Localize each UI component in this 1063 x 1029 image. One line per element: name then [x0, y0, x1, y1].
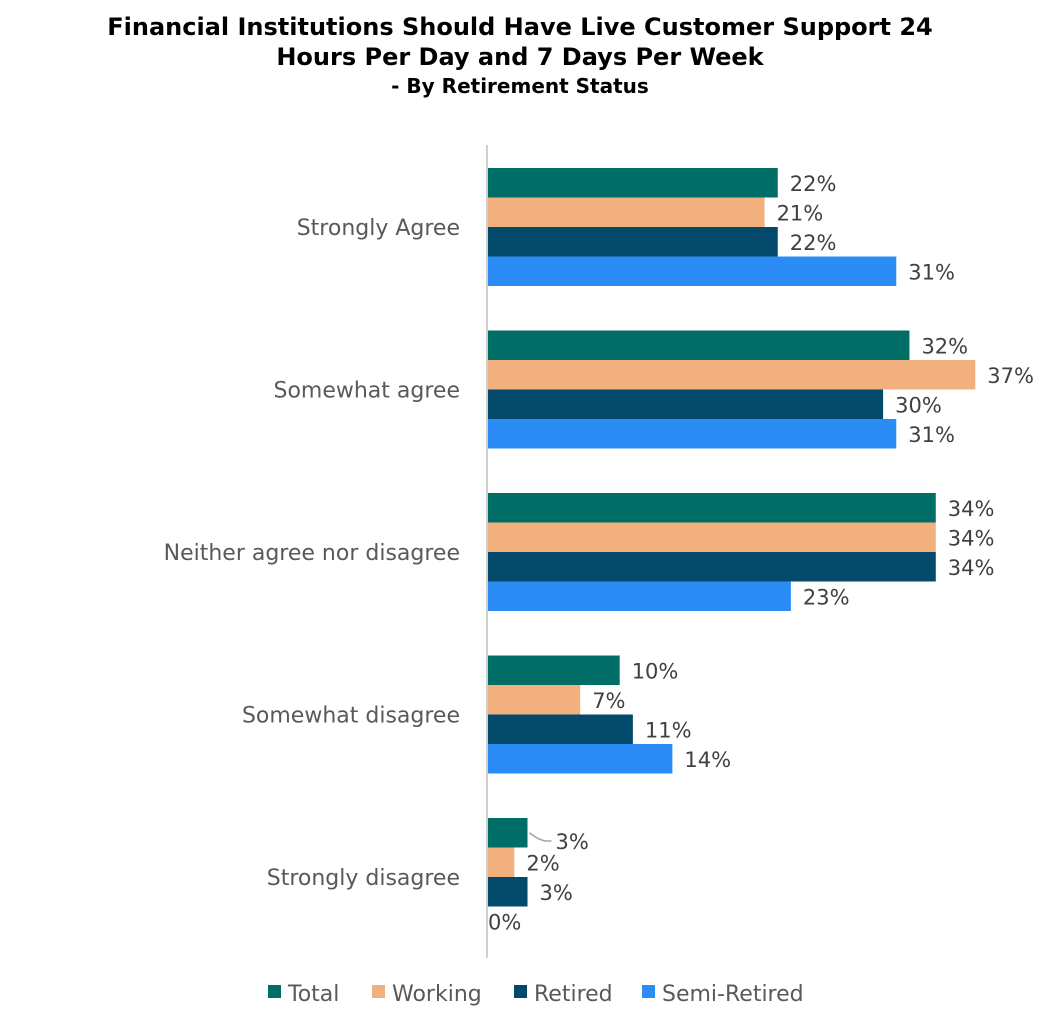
data-label: 34% — [948, 497, 995, 521]
bar-working — [488, 847, 515, 877]
chart-title-line-1: Financial Institutions Should Have Live … — [107, 13, 933, 41]
bar-retired — [488, 714, 633, 744]
legend-swatch — [268, 985, 281, 998]
data-label: 34% — [948, 556, 995, 580]
data-label: 31% — [908, 423, 955, 447]
bar-retired — [488, 389, 884, 419]
data-label: 11% — [645, 718, 692, 742]
data-label: 22% — [790, 231, 837, 255]
data-label: 31% — [908, 260, 955, 284]
data-label: 22% — [790, 172, 837, 196]
bars-layer — [486, 145, 976, 958]
data-label: 21% — [777, 201, 824, 225]
legend-swatch — [372, 985, 385, 998]
chart-title-line-2: Hours Per Day and 7 Days Per Week — [276, 43, 764, 71]
data-label: 14% — [684, 748, 731, 772]
leader-line — [529, 832, 552, 842]
category-label: Somewhat agree — [273, 379, 460, 404]
bar-working — [488, 197, 765, 227]
data-label: 3% — [540, 881, 573, 905]
data-label: 32% — [921, 334, 968, 358]
data-label: 10% — [632, 659, 679, 683]
data-label: 37% — [987, 364, 1034, 388]
bar-total — [488, 168, 778, 198]
legend-swatch — [642, 985, 655, 998]
category-label: Strongly Agree — [297, 216, 460, 241]
labels-layer: Strongly Agree 22% 21% 22% 31% Somewhat agree… — [164, 172, 1034, 935]
bar-total — [488, 330, 910, 360]
bar-semi-retired — [488, 581, 791, 611]
legend-label: Retired — [534, 982, 613, 1007]
bar-total — [488, 493, 936, 523]
bar-working — [488, 685, 581, 715]
data-label: 7% — [592, 689, 625, 713]
data-label: 2% — [526, 851, 559, 875]
data-label: 3% — [556, 830, 589, 854]
legend-label: Semi-Retired — [662, 982, 804, 1007]
legend-swatch — [514, 985, 527, 998]
bar-retired — [488, 877, 528, 907]
bar-retired — [488, 227, 778, 257]
bar-retired — [488, 552, 936, 582]
data-label: 30% — [895, 393, 942, 417]
category-label: Somewhat disagree — [242, 704, 460, 729]
category-label: Neither agree nor disagree — [164, 541, 460, 566]
bar-working — [488, 522, 936, 552]
bar-total — [488, 655, 620, 685]
legend: Total Working Retired Semi-Retired — [268, 982, 804, 1007]
bar-semi-retired — [488, 419, 897, 449]
category-label: Strongly disagree — [267, 866, 460, 891]
bar-semi-retired — [488, 744, 673, 774]
chart-title: Financial Institutions Should Have Live … — [0, 12, 1040, 100]
chart-subtitle: - By Retirement Status — [391, 74, 649, 98]
bar-working — [488, 360, 976, 390]
legend-label: Working — [392, 982, 482, 1007]
data-label: 0% — [488, 910, 521, 934]
bar-semi-retired — [488, 256, 897, 286]
data-label: 34% — [948, 526, 995, 550]
bar-total — [488, 818, 528, 848]
data-label: 23% — [803, 585, 850, 609]
legend-label: Total — [287, 982, 339, 1007]
